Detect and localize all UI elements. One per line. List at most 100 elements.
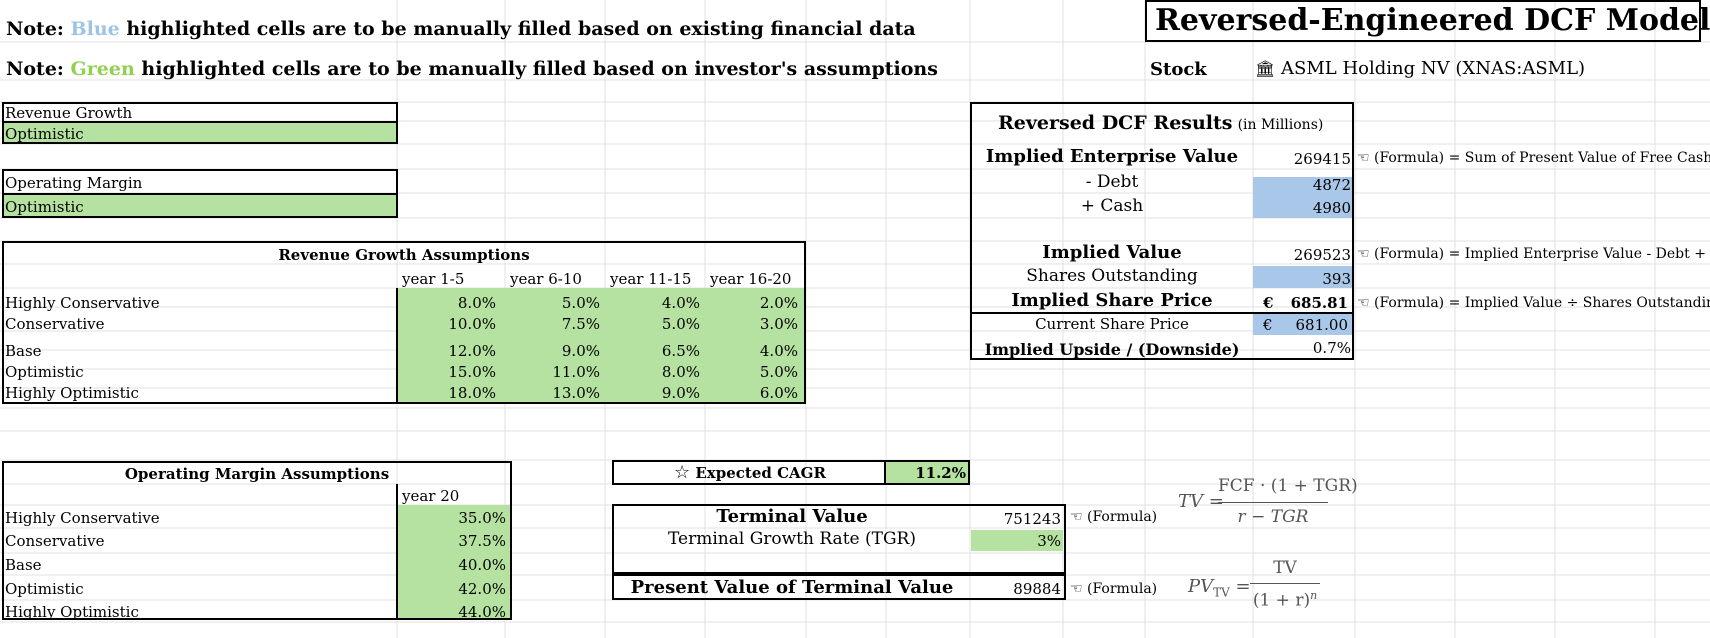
revenue-row-label: Base [5,342,42,360]
cash-value[interactable]: 4980 [1312,199,1351,217]
operating-margin-select[interactable]: Optimistic [5,198,84,216]
revenue-cell[interactable]: 9.0% [661,384,700,402]
shares-value[interactable]: 393 [1322,270,1351,288]
results-unit: (in Millions) [1237,117,1324,133]
current-price-fill [1253,314,1353,335]
hand-pointer-icon: ☜ [1357,246,1370,262]
terminal-value-value: 751243 [1003,510,1061,528]
tgr-value[interactable]: 3% [1037,532,1061,550]
revenue-growth-select[interactable]: Optimistic [5,125,84,143]
debt-label: - Debt [1085,172,1139,192]
revenue-cell[interactable]: 2.0% [759,294,798,312]
bank-icon: 🏛 [1255,59,1276,78]
divider [396,288,398,404]
margin-cell[interactable]: 40.0% [458,556,506,574]
revenue-growth-label: Revenue Growth [5,104,133,122]
margin-col-header: year 20 [402,487,460,505]
pv-subscript: TV [1213,585,1230,600]
note-text: highlighted cells are to be manually fil… [126,18,916,40]
shares-label: Shares Outstanding [1026,266,1198,286]
revenue-cell[interactable]: 4.0% [759,342,798,360]
revenue-cell[interactable]: 10.0% [448,315,496,333]
note-green: Note: Green highlighted cells are to be … [6,60,938,79]
hand-pointer-icon: ☜ [1357,150,1370,166]
revenue-cell[interactable]: 12.0% [448,342,496,360]
revenue-assumptions-fill [398,288,804,402]
revenue-cell[interactable]: 18.0% [448,384,496,402]
pv-symbol: PV [1188,576,1214,597]
divider [970,312,1354,314]
iv-label: Implied Value [1042,242,1182,263]
margin-cell[interactable]: 42.0% [458,580,506,598]
revenue-col-header: year 11-15 [610,270,692,288]
title-box [1145,0,1701,42]
pv-formula-note: ☜ (Formula) [1070,582,1157,596]
tgr-label: Terminal Growth Rate (TGR) [668,529,916,549]
iv-formula-note: ☜ (Formula) = Implied Enterprise Value -… [1357,247,1710,261]
note-text: highlighted cells are to be manually fil… [141,58,938,80]
pv-note-text: (Formula) [1087,581,1158,597]
revenue-cell[interactable]: 13.0% [552,384,600,402]
tv-formula-numerator: FCF · (1 + TGR) [1218,476,1358,496]
debt-cash-fill [1253,177,1353,218]
isp-value: 685.81 [1290,294,1348,312]
csp-value[interactable]: 681.00 [1295,316,1349,334]
revenue-cell[interactable]: 11.0% [552,363,600,381]
stock-name: ASML Holding NV (XNAS:ASML) [1281,58,1586,79]
cagr-value: 11.2% [915,464,966,482]
revenue-cell[interactable]: 8.0% [457,294,496,312]
revenue-cell[interactable]: 15.0% [448,363,496,381]
hand-pointer-icon: ☜ [1070,581,1083,597]
revenue-cell[interactable]: 6.5% [661,342,700,360]
tgr-fill [971,530,1063,551]
iev-note-text: (Formula) = Sum of Present Value of Free… [1374,150,1710,166]
margin-row-label: Conservative [5,532,105,550]
revenue-row-label: Highly Conservative [5,294,160,312]
margin-cell[interactable]: 44.0% [458,603,506,621]
revenue-col-header: year 1-5 [402,270,465,288]
margin-cell[interactable]: 37.5% [458,532,506,550]
divider [884,460,886,485]
revenue-cell[interactable]: 4.0% [661,294,700,312]
pv-tv-box [612,574,1066,600]
revenue-col-header: year 6-10 [510,270,582,288]
cagr-fill [886,462,968,483]
revenue-cell[interactable]: 5.0% [561,294,600,312]
revenue-cell[interactable]: 5.0% [661,315,700,333]
margin-assumptions-fill [398,505,510,618]
pv-formula-lhs: PVTV = [1188,578,1251,599]
star-icon: ☆ [674,462,691,483]
upside-label: Implied Upside / (Downside) [984,340,1240,359]
cagr-box [612,460,970,485]
hand-pointer-icon: ☜ [1357,295,1370,311]
pv-exponent: n [1310,589,1318,602]
debt-value[interactable]: 4872 [1312,176,1351,194]
iev-formula-note: ☜ (Formula) = Sum of Present Value of Fr… [1357,151,1710,165]
csp-label: Current Share Price [1035,315,1189,333]
divider [2,121,398,123]
cagr-label-wrap: ☆ Expected CAGR [674,464,826,482]
pv-terminal-value: 89884 [1013,580,1061,598]
revenue-col-header: year 16-20 [710,270,792,288]
cash-label: + Cash [1080,196,1144,216]
stock-value[interactable]: 🏛 ASML Holding NV (XNAS:ASML) [1255,60,1585,78]
isp-currency: € [1263,294,1274,312]
operating-margin-label: Operating Margin [5,174,143,192]
revenue-cell[interactable]: 5.0% [759,363,798,381]
csp-currency: € [1263,316,1273,334]
margin-cell[interactable]: 35.0% [458,509,506,527]
revenue-cell[interactable]: 6.0% [759,384,798,402]
cagr-label: Expected CAGR [695,464,826,482]
margin-assumptions-table [2,461,512,620]
revenue-cell[interactable]: 8.0% [661,363,700,381]
revenue-cell[interactable]: 9.0% [561,342,600,360]
pv-den-text: (1 + r) [1252,590,1311,611]
stock-label: Stock [1150,59,1207,80]
tv-formula-denominator: r − TGR [1237,507,1309,527]
revenue-cell[interactable]: 3.0% [759,315,798,333]
isp-formula-note: ☜ (Formula) = Implied Value ÷ Shares Out… [1357,296,1710,310]
revenue-cell[interactable]: 7.5% [561,315,600,333]
upside-value: 0.7% [1312,339,1351,357]
iev-value: 269415 [1293,150,1351,168]
fraction-bar [1218,502,1328,503]
